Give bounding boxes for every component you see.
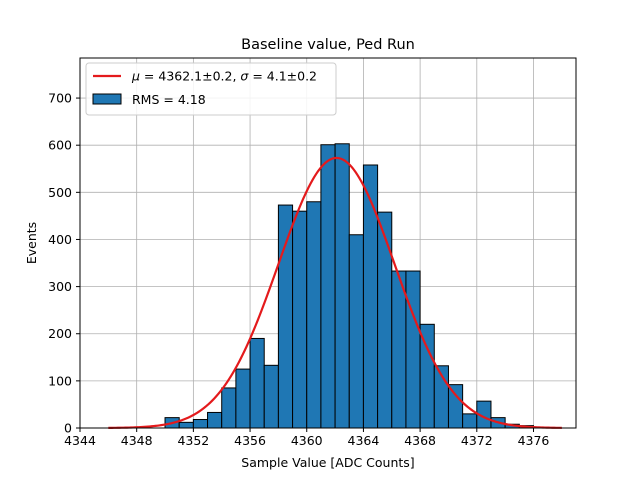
legend-histogram-label: RMS = 4.18 [132,92,206,107]
histogram-bars [164,143,534,429]
histogram-bar [192,419,209,429]
y-tick-label: 400 [48,232,72,247]
histogram-bar [377,211,393,429]
x-axis-label: Sample Value [ADC Counts] [241,455,414,470]
y-tick-label: 100 [48,373,72,388]
legend-histogram-swatch [92,93,122,105]
legend-fit-label: μ = 4362.1±0.2, σ = 4.1±0.2 [131,69,317,84]
x-tick-label: 4368 [404,433,436,448]
x-tick-label: 4348 [121,433,153,448]
x-tick-label: 4360 [291,433,323,448]
histogram-bar [334,143,350,429]
x-tick-label: 4364 [348,433,380,448]
histogram-bar [405,270,421,429]
x-axis-ticks: 4344 4348 4352 4356 4360 4364 4368 4372 4376 [64,428,549,448]
y-axis-ticks: 0 100 200 300 400 500 600 700 [48,91,80,436]
histogram-bar [419,323,435,429]
legend-sigma-symbol: σ = [240,69,266,84]
legend-separator: , [232,69,240,84]
y-tick-label: 0 [64,421,72,436]
histogram-bar [447,384,464,429]
histogram-bar [178,421,194,429]
plot-area-frame [79,57,577,429]
y-tick-label: 700 [48,91,72,106]
gaussian-fit-curve [108,156,562,429]
legend: μ = 4362.1±0.2, σ = 4.1±0.2 RMS = 4.18 [85,62,337,116]
histogram-bar [235,368,251,429]
legend-mu-symbol: μ = [131,69,158,84]
y-tick-label: 200 [48,326,72,341]
histogram-bar [263,364,279,429]
legend-mu-value: 4362.1±0.2 [158,69,232,84]
x-tick-label: 4352 [177,433,209,448]
chart-title: Baseline value, Ped Run [241,37,415,53]
x-tick-label: 4356 [234,433,266,448]
histogram-bar [348,234,364,429]
histogram-bar [306,201,322,429]
histogram-bar [362,164,379,429]
histogram-bar [391,270,407,429]
legend-sigma-value: 4.1±0.2 [267,69,317,84]
histogram-bar [292,210,308,429]
x-tick-label: 4376 [518,433,550,448]
x-tick-label: 4372 [461,433,493,448]
histogram-bar [249,337,265,429]
y-tick-label: 300 [48,279,72,294]
y-tick-label: 500 [48,185,72,200]
legend-box [85,62,337,116]
histogram-bar [462,413,478,429]
y-tick-label: 600 [48,138,72,153]
x-tick-label: 4344 [64,433,96,448]
histogram-bar [221,387,237,429]
histogram-bar [277,204,294,429]
histogram-bar [207,411,223,429]
y-axis-label: Events [24,222,39,264]
histogram-bar [320,144,336,429]
